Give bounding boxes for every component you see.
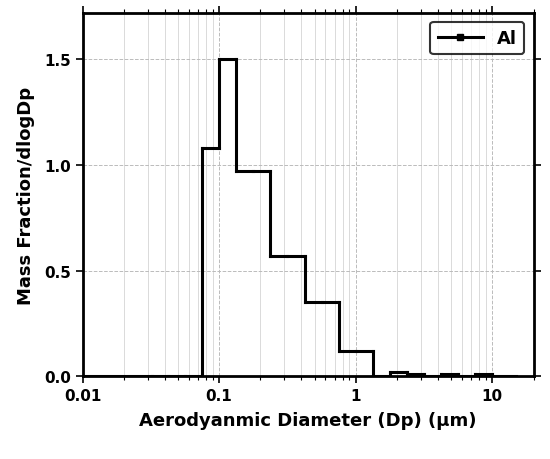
Legend: Al: Al xyxy=(431,23,525,55)
X-axis label: Aerodyanmic Diameter (Dp) (μm): Aerodyanmic Diameter (Dp) (μm) xyxy=(139,411,477,430)
Y-axis label: Mass Fraction/dlogDp: Mass Fraction/dlogDp xyxy=(18,86,36,304)
